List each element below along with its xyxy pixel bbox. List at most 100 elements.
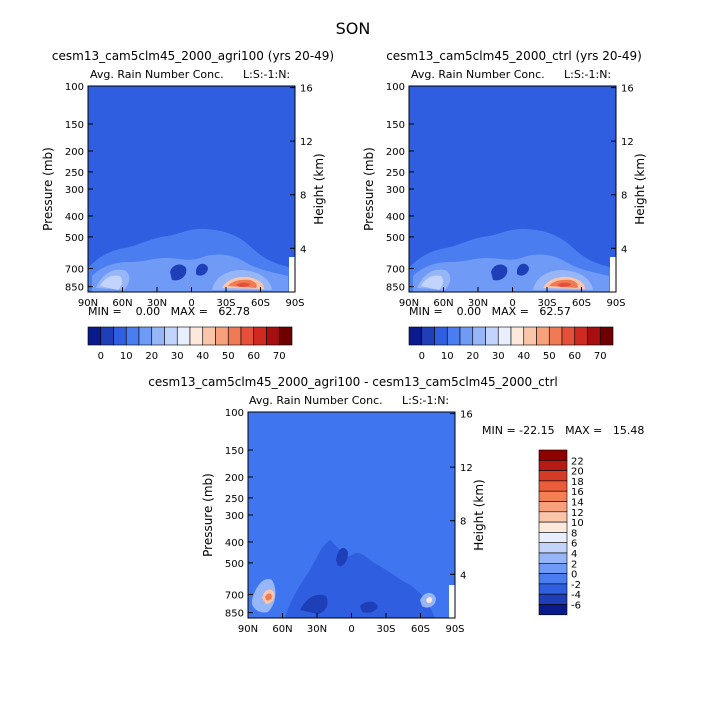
diff-x-tick-label: 60S [411, 624, 430, 635]
diff-y-tick-label: 150 [225, 446, 244, 457]
left-y-axis-label: Pressure (mb) [41, 147, 55, 231]
right-colorbar-swatch [536, 326, 550, 346]
diff-x-tick-label: 30S [376, 624, 395, 635]
left-y-tick-label: 250 [65, 168, 84, 179]
right-colorbar-swatch [408, 326, 423, 346]
left-colorbar-swatch [176, 326, 191, 346]
diff-colorbar-swatch [538, 593, 568, 605]
diff-colorbar-label: -2 [571, 580, 581, 591]
diff-x-tick-label: 90N [238, 624, 258, 635]
right-colorbar-swatch [561, 326, 576, 346]
right-colorbar-swatch [574, 326, 588, 346]
right-colorbar-swatch [472, 326, 486, 346]
diff-colorbar-swatch [538, 470, 568, 482]
diff-colorbar-swatch [538, 604, 568, 616]
diff-y-tick-label: 200 [225, 473, 244, 484]
diff-x-tick-label: 60N [272, 624, 292, 635]
right-contour-band-5 [421, 275, 444, 290]
diff-y-axis-label: Pressure (mb) [201, 473, 215, 557]
right-colorbar-swatch [485, 326, 499, 346]
diff-colorbar-label: 14 [571, 498, 584, 509]
left-x-tick-label: 30N [147, 298, 167, 309]
right-y-tick-label: 700 [386, 264, 405, 275]
left-heatmap [87, 85, 296, 293]
left-colorbar-swatch [202, 326, 216, 346]
left-y2-tick-label: 12 [300, 137, 313, 148]
right-y-axis-label: Pressure (mb) [362, 147, 376, 231]
left-colorbar-swatch [138, 326, 153, 346]
right-panel-corner-label: L:S:-1:N: [564, 68, 611, 81]
left-colorbar-label: 40 [196, 351, 209, 362]
right-contour-band-8 [557, 282, 571, 287]
left-colorbar-swatch [215, 326, 229, 346]
diff-contour-band-2 [300, 594, 328, 614]
diff-colorbar-swatch [538, 542, 568, 554]
page-title: SON [336, 19, 371, 38]
left-colorbar-swatch [164, 326, 178, 346]
axes-layer: 90N 60N 30N 0 30S 60S 90S100150200250300400500… [41, 82, 647, 635]
left-colorbar-label: 10 [120, 351, 133, 362]
diff-panel: cesm13_cam5clm45_2000_agri100 - cesm13_c… [148, 375, 558, 619]
right-colorbar-label: 0 [419, 351, 425, 362]
diff-colorbar-label: 6 [571, 539, 577, 550]
diff-y-tick-label: 100 [225, 408, 244, 419]
left-colorbar-label: 60 [247, 351, 260, 362]
diff-colorbar-label: 8 [571, 528, 577, 539]
left-colorbar-swatch [113, 326, 127, 346]
right-colorbar-swatch [434, 326, 448, 346]
diff-axes: 90N 60N 30N 0 30S 60S 90S 100 150 200 250 300 400 500… [201, 408, 486, 635]
diff-y2-tick-label: 4 [460, 570, 466, 581]
left-x-tick-label: 60S [251, 298, 270, 309]
diff-colorbar-label: 12 [571, 508, 584, 519]
right-panel: cesm13_cam5clm45_2000_ctrl (yrs 20-49) A… [386, 49, 642, 293]
right-y2-tick-label: 4 [621, 244, 627, 255]
right-colorbar-label: 40 [517, 351, 530, 362]
left-y-tick-label: 150 [65, 120, 84, 131]
left-colorbar-swatch [100, 326, 114, 346]
right-x-tick-label: 30S [537, 298, 556, 309]
diff-y2-tick-label: 12 [460, 463, 473, 474]
right-x-tick-label: 30N [468, 298, 488, 309]
left-colorbar-label: 0 [98, 351, 104, 362]
left-x-tick-label: 90S [285, 298, 304, 309]
left-y-tick-label: 300 [65, 185, 84, 196]
left-panel-corner-label: L:S:-1:N: [243, 68, 290, 81]
diff-colorbar-label: 4 [571, 549, 577, 560]
right-y-tick-label: 500 [386, 233, 405, 244]
diff-y2-tick-label: 16 [460, 410, 473, 421]
right-contour-low-1 [491, 264, 508, 281]
diff-colorbar-label: 2 [571, 559, 577, 570]
right-y2-tick-label: 8 [621, 191, 627, 202]
left-panel-title: cesm13_cam5clm45_2000_agri100 (yrs 20-49… [52, 49, 334, 63]
diff-y2-tick-label: 8 [460, 517, 466, 528]
left-colorbar-label: 30 [171, 351, 184, 362]
diff-x-tick-label: 0 [348, 624, 354, 635]
diff-heatmap [247, 411, 456, 619]
right-x-tick-label: 90N [399, 298, 419, 309]
left-colorbar-label: 70 [273, 351, 286, 362]
left-contour-low-2 [196, 263, 208, 276]
left-y-tick-label: 850 [65, 283, 84, 294]
left-y2-tick-label: 8 [300, 191, 306, 202]
diff-panel-corner-label: L:S:-1:N: [402, 394, 449, 407]
left-colorbar-swatch [125, 326, 140, 346]
diff-colorbar-swatch [538, 501, 568, 513]
diff-colorbar-swatch [538, 552, 568, 564]
left-colorbar-swatch [189, 326, 204, 346]
diff-contour-band-4 [336, 547, 348, 567]
right-x-tick-label: 90S [606, 298, 625, 309]
diff-y2-axis-label: Height (km) [472, 479, 486, 550]
right-y-tick-label: 100 [386, 82, 405, 93]
right-colorbar-swatch [510, 326, 525, 346]
right-colorbar-swatch [523, 326, 537, 346]
left-colorbar-swatch [278, 326, 293, 346]
diff-y-tick-label: 300 [225, 511, 244, 522]
diff-colorbar-label: 22 [571, 456, 584, 467]
right-colorbar-swatch [421, 326, 435, 346]
diff-contour-band-9 [426, 597, 432, 604]
right-colorbar-label: 50 [543, 351, 556, 362]
left-panel-subtitle: Avg. Rain Number Conc. [90, 68, 224, 81]
right-colorbar-swatch [459, 326, 474, 346]
colorbar-layer: 0 10 20 30 40 50 60 70 0 10 20 30 40 50 60 702220181614… [87, 326, 614, 616]
